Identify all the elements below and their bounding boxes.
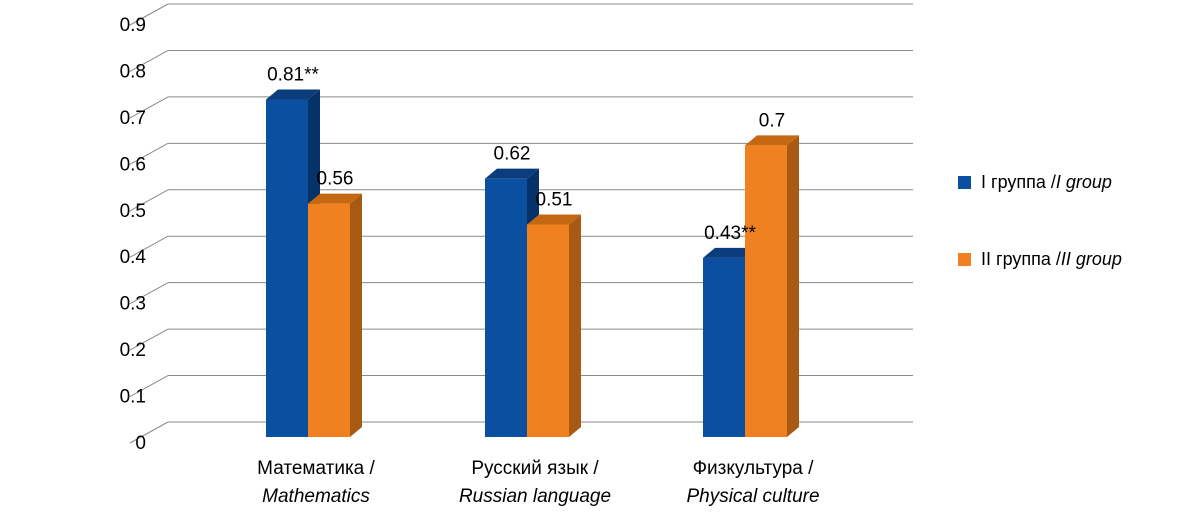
gridline-wall	[129, 328, 169, 351]
category-label-2-ru: Физкультура /	[693, 458, 814, 479]
bar-top-1-0	[308, 193, 362, 204]
bar-top-0-1	[485, 168, 539, 179]
bar-1-1	[527, 224, 569, 437]
data-label-1-0: 0.56	[317, 169, 354, 190]
category-label-1-en: Russian language	[459, 486, 611, 507]
y-tick-label: 0.5	[120, 201, 146, 222]
gridline-wall	[129, 96, 169, 119]
x-axis-categories: Математика / Mathematics Русский язык / Rus…	[257, 458, 819, 507]
data-label-1-1: 0.51	[536, 190, 573, 211]
bar-1-0	[308, 203, 350, 437]
bar-top-1-2	[745, 135, 799, 146]
y-tick-label: 0.6	[120, 154, 146, 175]
gridline-wall	[129, 421, 169, 444]
legend-item-group-1: I группа / I group	[958, 172, 1112, 193]
bar-top-1-1	[527, 214, 581, 225]
data-label-0-1: 0.62	[494, 144, 531, 165]
data-label-0-2: 0.43**	[704, 223, 756, 244]
legend-label-group-2-ru: II группа /	[981, 249, 1061, 269]
bar-top-0-0	[266, 89, 320, 100]
category-label-2-en: Physical culture	[686, 486, 819, 507]
legend-swatch-group-1	[958, 176, 971, 189]
legend-item-group-2: II группа / II group	[958, 249, 1122, 270]
bar-0-0	[266, 99, 308, 437]
y-tick-label: 0.8	[120, 61, 146, 82]
gridline-wall	[129, 142, 169, 165]
gridline-wall	[129, 50, 169, 72]
gridline-wall	[129, 3, 169, 26]
y-tick-label: 0.7	[120, 108, 146, 129]
bar-top-0-2	[703, 247, 757, 258]
bar-side-1-1	[569, 214, 581, 437]
category-label-1-ru: Русский язык /	[471, 458, 599, 479]
bars	[266, 89, 799, 438]
y-tick-label: 0.3	[120, 294, 146, 315]
legend-label-group-2-en: II group	[1060, 249, 1122, 269]
category-label-0-en: Mathematics	[262, 486, 370, 507]
legend-label-group-1-en: I group	[1055, 172, 1112, 192]
legend-swatch-group-2	[958, 253, 971, 266]
bar-1-2	[745, 145, 787, 438]
data-label-0-0: 0.81**	[267, 65, 319, 86]
y-tick-label: 0	[135, 433, 146, 454]
bar-side-1-2	[787, 135, 799, 438]
y-axis-ticks: 0 0.1 0.2 0.3 0.4 0.5 0.6 0.7 0.8 0.9	[120, 15, 147, 454]
data-label-1-2: 0.7	[759, 110, 785, 131]
category-label-0-ru: Математика /	[257, 458, 375, 479]
legend-label-group-1-ru: I группа /	[981, 172, 1056, 192]
bar-side-1-0	[350, 193, 362, 437]
gridline-wall	[129, 235, 169, 258]
bar-0-2	[703, 257, 745, 437]
gridline-wall	[129, 375, 169, 397]
y-tick-label: 0.9	[120, 15, 146, 36]
y-tick-label: 0.1	[120, 387, 146, 408]
y-tick-label: 0.4	[120, 247, 147, 268]
bar-0-1	[485, 178, 527, 437]
y-tick-label: 0.2	[120, 340, 146, 361]
gridline-wall	[129, 189, 169, 212]
gridline-wall	[129, 282, 169, 305]
data-labels: 0.81** 0.62 0.43** 0.56 0.51 0.7	[267, 65, 785, 244]
